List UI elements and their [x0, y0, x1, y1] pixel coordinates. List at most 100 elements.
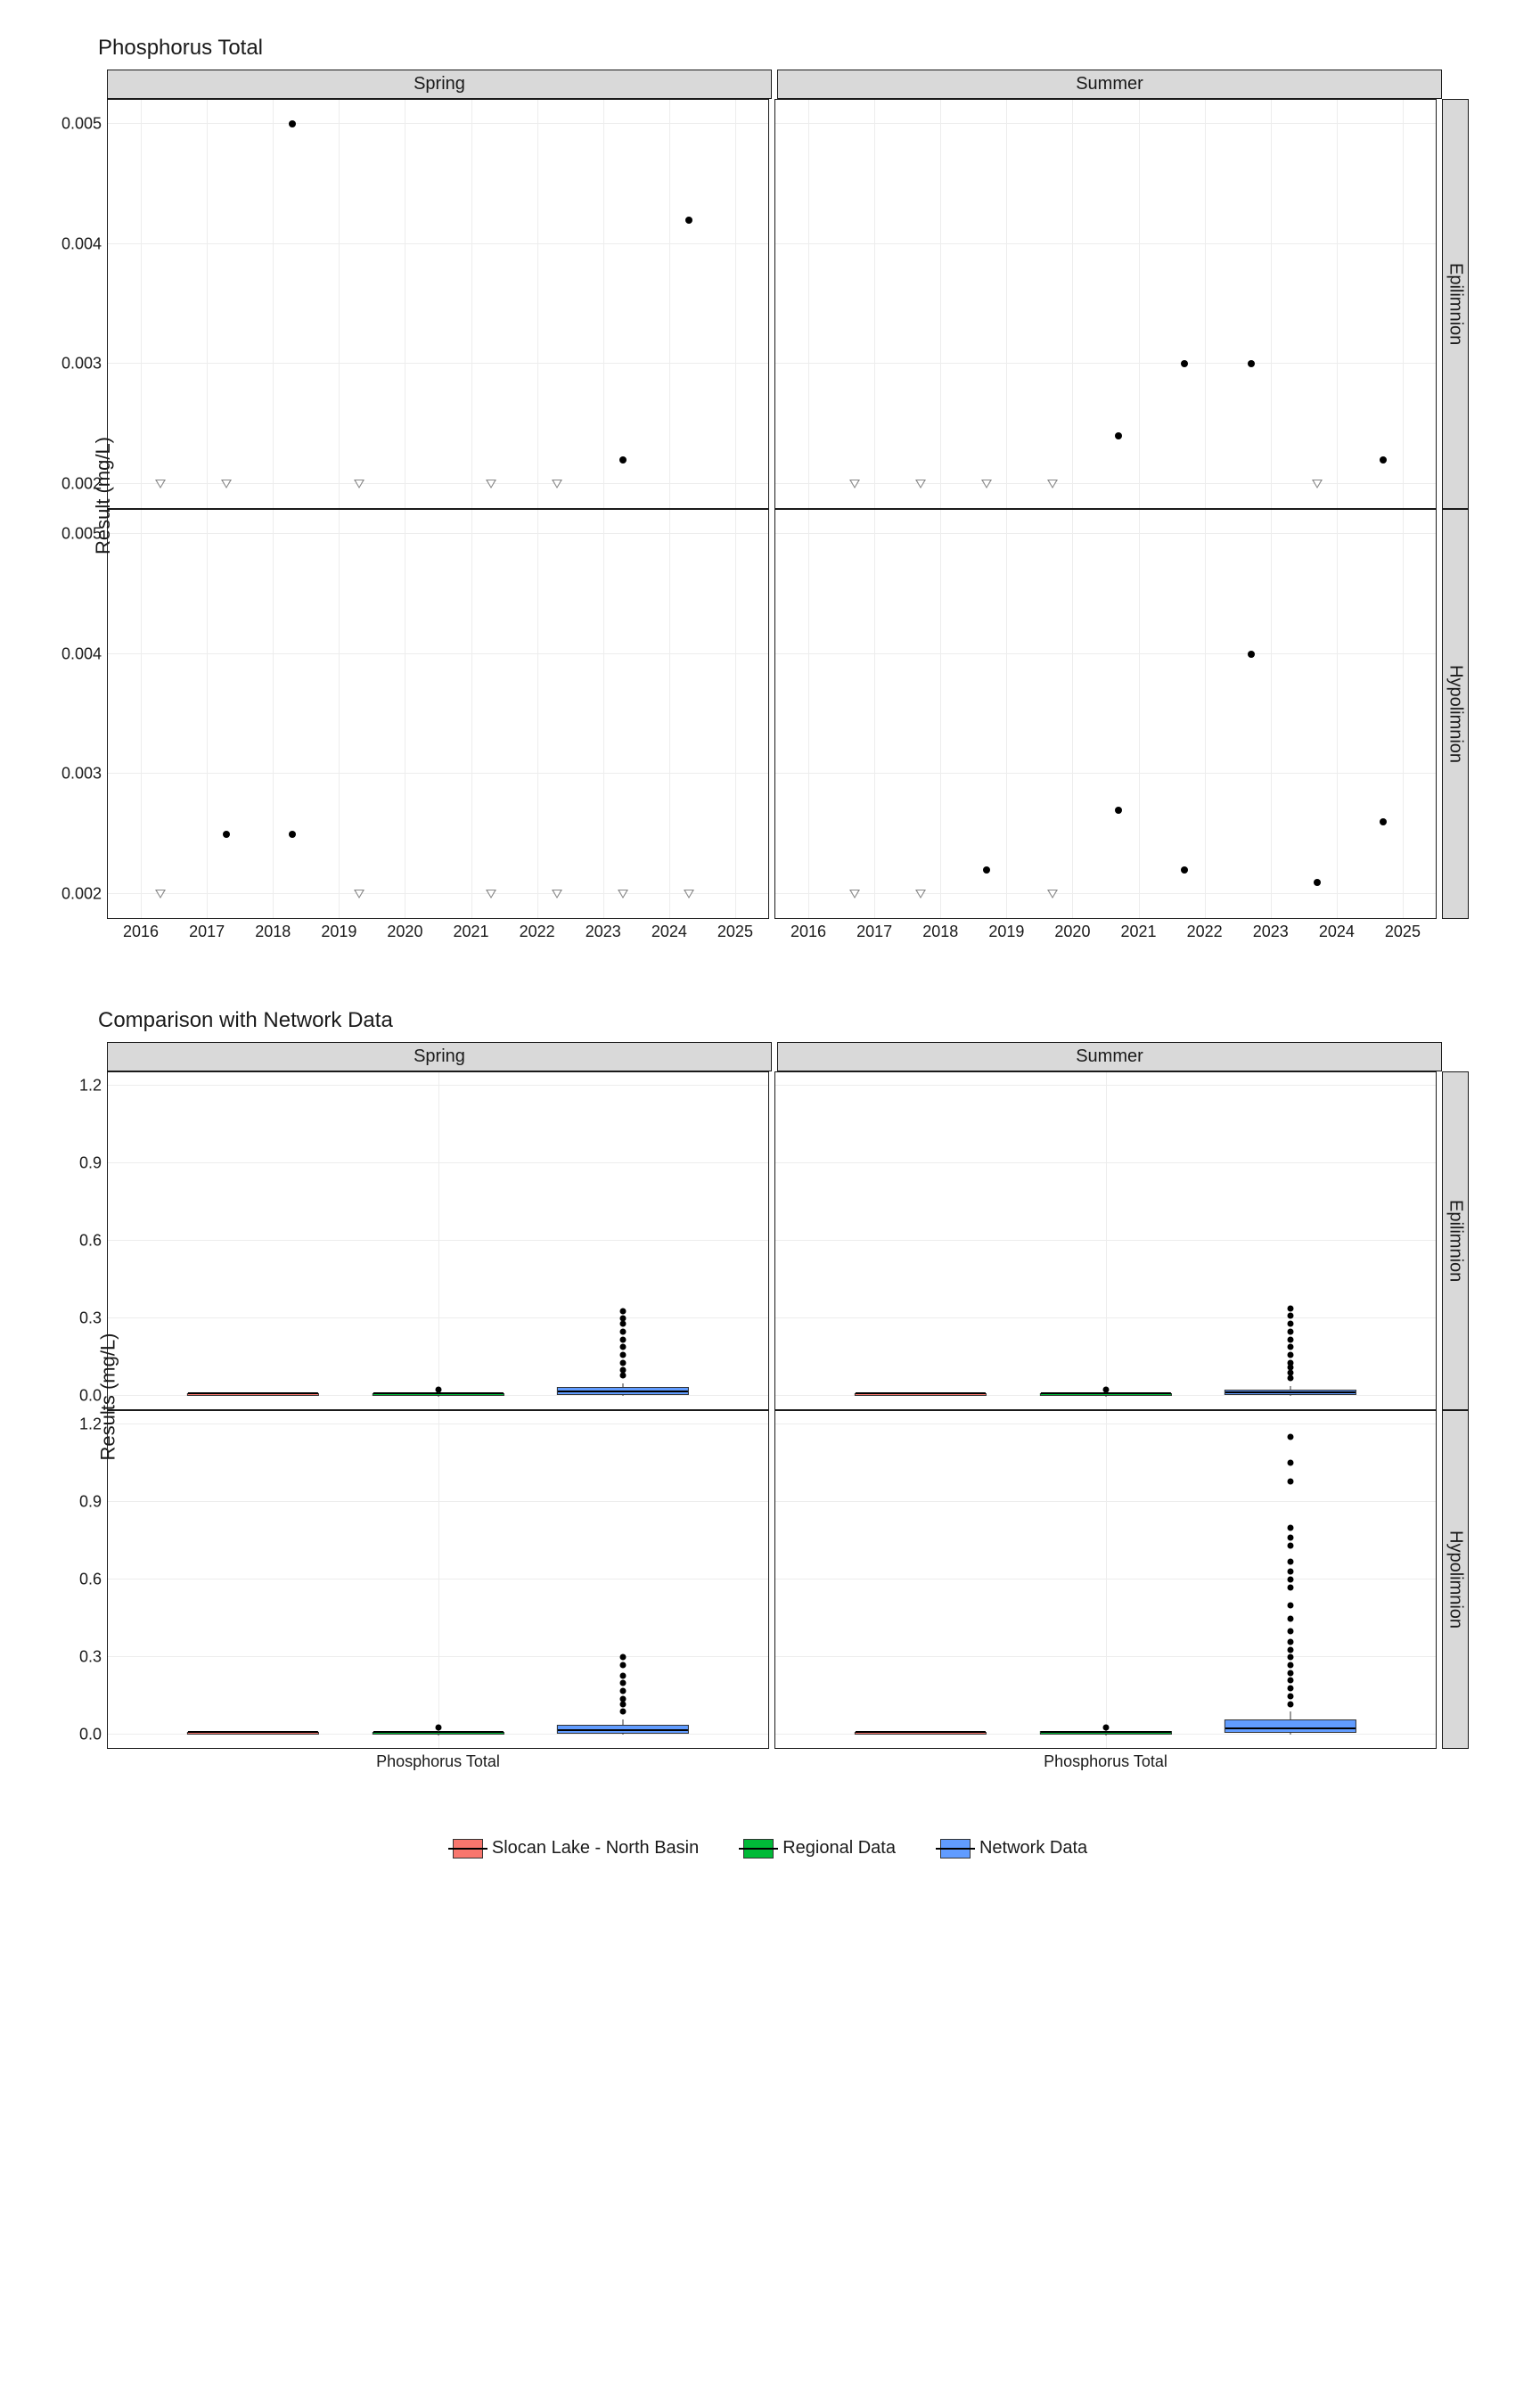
y-axis-label: Results (mg/L)	[97, 1333, 120, 1460]
censored-point	[354, 480, 365, 488]
outlier-point	[619, 1308, 626, 1314]
outlier-point	[435, 1387, 441, 1393]
outlier-point	[1287, 1577, 1293, 1583]
outlier-point	[619, 1672, 626, 1678]
row-facet-label: Hypolimnion	[1442, 1410, 1469, 1749]
outlier-point	[619, 1344, 626, 1350]
censored-point	[684, 890, 694, 898]
outlier-point	[619, 1709, 626, 1715]
outlier-point	[1287, 1524, 1293, 1530]
outlier-point	[1287, 1535, 1293, 1541]
censored-point	[981, 480, 992, 488]
outlier-point	[1287, 1678, 1293, 1684]
outlier-point	[1287, 1584, 1293, 1590]
y-axis-label: Result (mg/L)	[92, 436, 115, 554]
data-point	[685, 217, 692, 224]
scatter-panel	[774, 99, 1437, 509]
scatter-panel: 2016201720182019202020212022202320242025	[774, 509, 1437, 919]
outlier-point	[1287, 1615, 1293, 1621]
scatter-panel: 0.0020.0030.0040.00520162017201820192020…	[107, 509, 769, 919]
outlier-point	[1287, 1654, 1293, 1661]
censored-point	[915, 890, 926, 898]
censored-point	[1312, 480, 1323, 488]
legend-key-icon	[743, 1839, 774, 1859]
legend-label: Slocan Lake - North Basin	[492, 1838, 699, 1859]
outlier-point	[1287, 1662, 1293, 1668]
data-point	[1314, 879, 1321, 886]
legend-item: Slocan Lake - North Basin	[453, 1838, 699, 1859]
censored-point	[915, 480, 926, 488]
boxplot-box	[557, 1725, 689, 1734]
outlier-point	[619, 1367, 626, 1374]
outlier-point	[1287, 1701, 1293, 1707]
outlier-point	[1287, 1336, 1293, 1342]
censored-point	[552, 890, 562, 898]
data-point	[983, 866, 990, 874]
outlier-point	[1287, 1686, 1293, 1692]
outlier-point	[1287, 1328, 1293, 1334]
outlier-point	[1287, 1638, 1293, 1645]
row-facet-label: Epilimnion	[1442, 1071, 1469, 1410]
col-facet-label: Summer	[777, 1042, 1442, 1071]
data-point	[1380, 818, 1387, 825]
legend: Slocan Lake - North Basin Regional Data Ne…	[36, 1838, 1504, 1859]
outlier-point	[1287, 1434, 1293, 1440]
outlier-point	[1287, 1344, 1293, 1350]
chart2-title: Comparison with Network Data	[98, 1008, 1504, 1033]
data-point	[1181, 360, 1188, 367]
legend-key-icon	[453, 1839, 483, 1859]
outlier-point	[1287, 1629, 1293, 1635]
outlier-point	[1287, 1359, 1293, 1366]
censored-point	[221, 480, 232, 488]
scatter-facet-chart: Phosphorus Total SpringSummer 0.0020.0030…	[36, 36, 1504, 955]
outlier-point	[619, 1359, 626, 1366]
outlier-point	[1287, 1478, 1293, 1484]
censored-point	[849, 480, 860, 488]
outlier-point	[1287, 1670, 1293, 1676]
outlier-point	[435, 1725, 441, 1731]
outlier-point	[619, 1688, 626, 1694]
col-facet-label: Spring	[107, 70, 772, 99]
row-facet-label: Hypolimnion	[1442, 509, 1469, 919]
boxplot-panel: Phosphorus Total	[774, 1410, 1437, 1749]
censored-point	[1047, 480, 1058, 488]
censored-point	[849, 890, 860, 898]
boxplot-box	[557, 1387, 689, 1395]
data-point	[289, 120, 296, 127]
scatter-panel: 0.0020.0030.0040.005	[107, 99, 769, 509]
legend-item: Regional Data	[743, 1838, 896, 1859]
boxplot-facet-chart: Comparison with Network Data SpringSumme…	[36, 1008, 1504, 1785]
legend-label: Regional Data	[782, 1838, 896, 1859]
data-point	[289, 831, 296, 838]
outlier-point	[1287, 1321, 1293, 1327]
censored-point	[1047, 890, 1058, 898]
outlier-point	[619, 1328, 626, 1334]
data-point	[619, 456, 627, 464]
outlier-point	[1287, 1351, 1293, 1358]
boxplot-panel: 0.00.30.60.91.2Phosphorus Total	[107, 1410, 769, 1749]
col-facet-label: Spring	[107, 1042, 772, 1071]
row-facet-label: Epilimnion	[1442, 99, 1469, 509]
data-point	[1115, 432, 1122, 439]
col-facet-label: Summer	[777, 70, 1442, 99]
legend-key-icon	[940, 1839, 971, 1859]
outlier-point	[619, 1680, 626, 1686]
boxplot-box	[1225, 1719, 1356, 1733]
data-point	[1248, 360, 1255, 367]
boxplot-panel: 0.00.30.60.91.2	[107, 1071, 769, 1410]
legend-label: Network Data	[979, 1838, 1087, 1859]
outlier-point	[619, 1695, 626, 1702]
legend-item: Network Data	[940, 1838, 1087, 1859]
outlier-point	[1287, 1460, 1293, 1466]
outlier-point	[619, 1336, 626, 1342]
outlier-point	[1102, 1724, 1109, 1730]
outlier-point	[1287, 1313, 1293, 1319]
chart1-title: Phosphorus Total	[98, 36, 1504, 61]
outlier-point	[619, 1351, 626, 1358]
outlier-point	[619, 1662, 626, 1668]
outlier-point	[619, 1316, 626, 1322]
data-point	[1115, 807, 1122, 814]
outlier-point	[1287, 1603, 1293, 1609]
outlier-point	[1287, 1558, 1293, 1564]
censored-point	[155, 890, 166, 898]
